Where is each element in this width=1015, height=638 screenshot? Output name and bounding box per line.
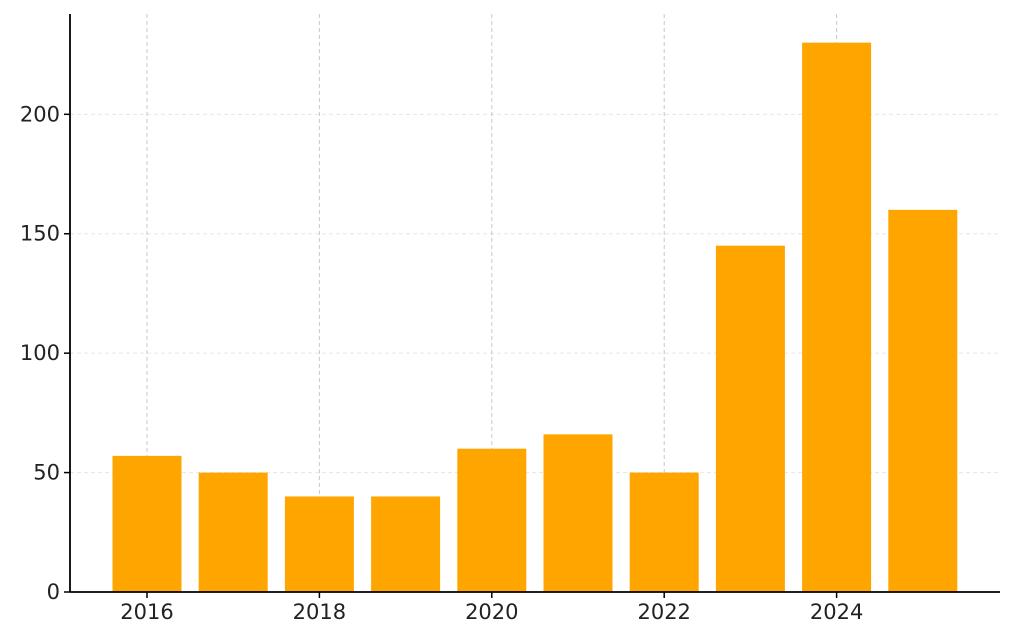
x-tick-label: 2016	[120, 600, 173, 624]
y-tick-label: 150	[20, 222, 60, 246]
y-tick-label: 100	[20, 341, 60, 365]
bars-layer	[112, 42, 958, 593]
x-tick-label: 2024	[810, 600, 863, 624]
y-tick-label: 50	[33, 461, 60, 485]
bar-2016	[112, 455, 182, 592]
y-tick-label: 200	[20, 102, 60, 126]
x-tick-label: 2020	[465, 600, 518, 624]
bar-2024	[802, 42, 872, 593]
bar-2017	[198, 472, 268, 592]
ticks-layer: 0 50 100 150 200 2016 2018 2020 2022 2024	[20, 102, 863, 624]
axes-layer	[69, 14, 1000, 593]
bar-2018	[284, 496, 354, 592]
bar-2020	[457, 448, 527, 592]
bar-2025	[888, 209, 958, 592]
x-tick-label: 2018	[293, 600, 346, 624]
bar-2019	[371, 496, 441, 592]
bar-2022	[629, 472, 699, 592]
bar-2021	[543, 434, 613, 592]
bar-2023	[715, 245, 785, 593]
x-tick-label: 2022	[637, 600, 690, 624]
y-tick-label: 0	[47, 580, 60, 604]
